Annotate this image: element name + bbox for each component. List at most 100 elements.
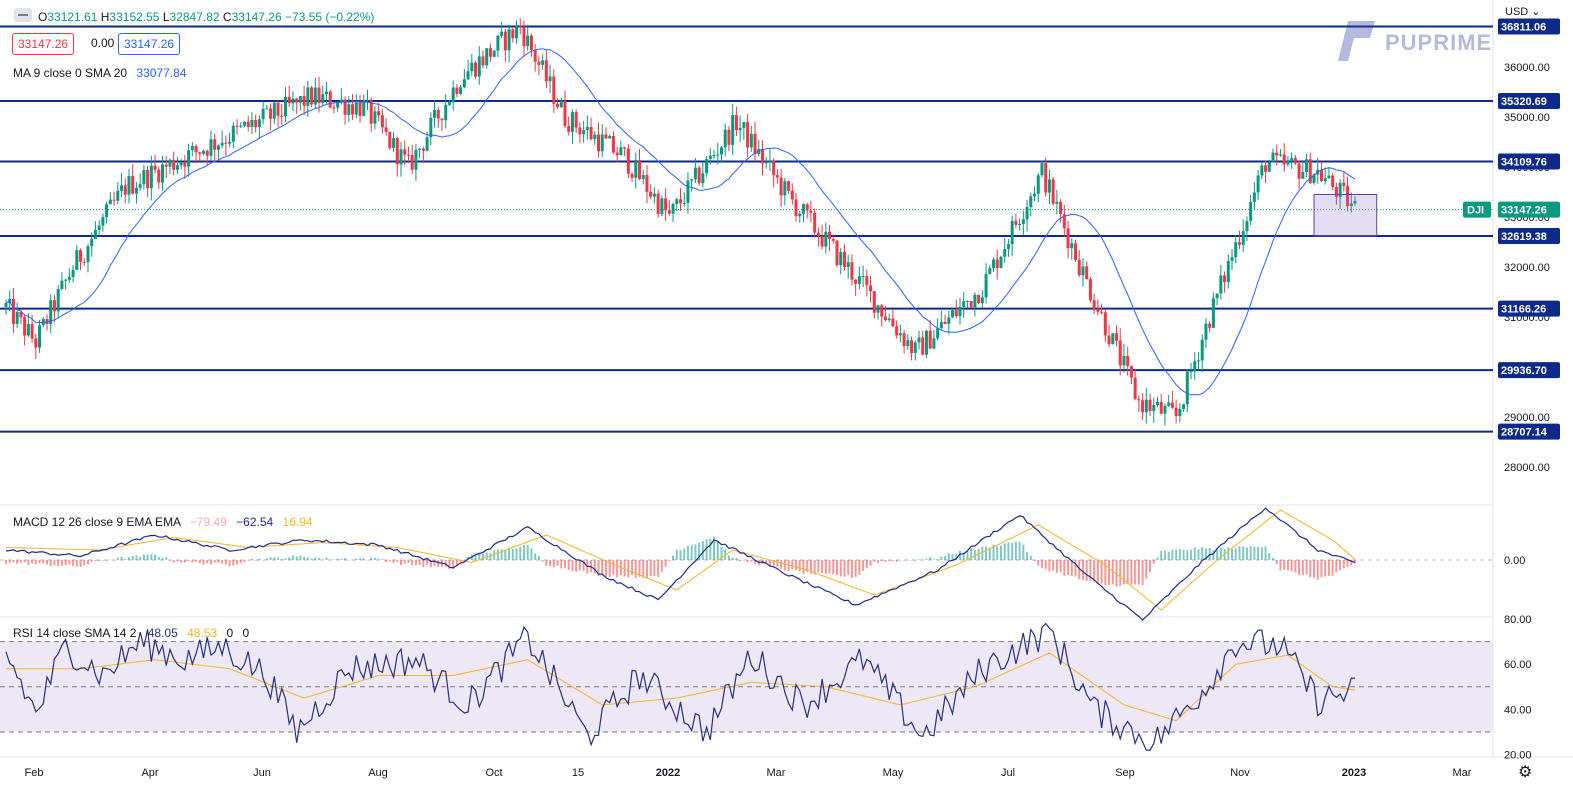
candle-body [1234, 242, 1238, 258]
price-axis[interactable]: 28000.0029000.0030000.0031000.0032000.00… [1463, 18, 1560, 762]
time-axis[interactable]: Feb Apr Jun Aug Oct 15 2022 Mar May Jul Sep Nov 2023… [25, 767, 1472, 779]
candle-body [1152, 405, 1156, 411]
candle-body [1010, 220, 1014, 245]
macd-hist-bar [478, 553, 481, 560]
candle-body [924, 330, 928, 355]
macd-hist-bar [60, 560, 63, 566]
candle-body [161, 164, 165, 183]
candle-body [157, 169, 161, 183]
macd-hist-bar [299, 555, 302, 560]
macd-hist-bar [459, 560, 462, 563]
macd-hist-bar [791, 560, 794, 570]
sell-price-box[interactable]: 33147.26 [12, 33, 75, 55]
candle-body [798, 213, 802, 217]
candle-body [1237, 242, 1241, 245]
candle-body [49, 300, 53, 325]
macd-hist-bar [1149, 560, 1152, 573]
candle-body [257, 119, 261, 128]
candle-body [891, 318, 895, 327]
candle-body [526, 35, 530, 47]
candle-body [1230, 257, 1234, 261]
macd-hist-bar [545, 560, 548, 566]
buy-price-box[interactable]: 33147.26 [118, 33, 181, 55]
candle-body [820, 236, 824, 247]
macd-hist-bar [1283, 560, 1286, 570]
macd-hist-bar [612, 560, 615, 576]
candle-body [604, 134, 608, 139]
macd-hist-bar [604, 560, 607, 577]
ma-indicator-legend[interactable]: MA 9 close 0 SMA 20 33077.84 [13, 66, 186, 80]
candle-body [679, 199, 682, 204]
candle-body [675, 199, 679, 204]
candle-body [1301, 172, 1305, 179]
candle-body [1346, 186, 1350, 207]
macd-signal-value: 16.94 [282, 515, 313, 529]
rsi-indicator-legend[interactable]: RSI 14 close SMA 14 2 48.05 48.53 0 0 [13, 626, 249, 640]
macd-hist-bar [1018, 541, 1021, 560]
candle-body [951, 310, 955, 318]
macd-hist-bar [522, 545, 525, 560]
horizontal-levels[interactable] [0, 25, 1493, 433]
candle-body [932, 338, 936, 349]
macd-hist-bar [891, 560, 894, 562]
macd-hist-bar [344, 558, 347, 560]
chevron-down-icon: ⌄ [1531, 6, 1541, 18]
macd-hist-bar [42, 560, 45, 564]
candle-body [511, 29, 515, 39]
macd-hist-bar [68, 560, 71, 565]
macd-tick-label: 0.00 [1504, 555, 1525, 567]
collapse-legend-button[interactable] [14, 8, 32, 22]
candle-body [1122, 355, 1126, 366]
candle-body [1323, 178, 1327, 181]
macd-hist-bar [649, 560, 652, 576]
candle-body [82, 261, 86, 263]
currency-selector[interactable]: USD ⌄ [1505, 5, 1541, 18]
macd-hist-bar [884, 560, 887, 562]
macd-hist-bar [481, 553, 484, 560]
macd-hist-bar [1160, 550, 1163, 560]
macd-hist-bar [83, 560, 86, 566]
macd-hist-bar [373, 557, 376, 560]
macd-indicator-legend[interactable]: MACD 12 26 close 9 EMA EMA −79.49 −62.54… [13, 515, 313, 529]
candle-body [1196, 360, 1200, 362]
rsi-zero-1: 0 [226, 626, 234, 640]
candle-body [719, 147, 723, 155]
macd-hist-bar [176, 560, 179, 562]
macd-hist-bar [601, 560, 604, 575]
macd-hist-bar [627, 560, 630, 578]
last-price-tag [1498, 201, 1560, 218]
candle-body [1115, 333, 1119, 341]
candle-body [310, 87, 314, 105]
rsi-sma-line [6, 652, 1356, 722]
candle-body [1319, 169, 1323, 181]
last-price-label: 33147.26 [1501, 205, 1547, 217]
candle-body [705, 159, 709, 174]
macd-hist-bar [910, 560, 913, 561]
macd-hist-bar [1122, 560, 1125, 585]
candle-body [1148, 399, 1152, 411]
candle-body [608, 135, 612, 139]
macd-hist-bar [504, 550, 507, 560]
candle-body [261, 108, 265, 120]
macd-hist-bar [1156, 557, 1159, 560]
level-price-label: 28707.14 [1501, 427, 1548, 439]
candle-body [306, 87, 310, 106]
candle-body [198, 152, 202, 154]
candle-body [246, 121, 250, 127]
candle-body [384, 127, 388, 132]
gear-icon[interactable]: ⚙ [1518, 764, 1533, 781]
macd-hist-bar [578, 560, 581, 571]
macd-hist-bar [79, 560, 82, 568]
macd-hist-bar [45, 560, 48, 565]
macd-hist-bar [880, 560, 883, 562]
macd-hist-bar [239, 560, 242, 564]
macd-hist-bar [623, 560, 626, 577]
macd-hist-bar [653, 560, 656, 577]
candle-body [585, 127, 589, 131]
time-tick-label: 2022 [656, 767, 680, 779]
macd-hist-bar [370, 557, 373, 560]
candle-body [116, 190, 120, 201]
macd-hist-bar [1044, 560, 1047, 569]
candle-body [153, 165, 157, 170]
